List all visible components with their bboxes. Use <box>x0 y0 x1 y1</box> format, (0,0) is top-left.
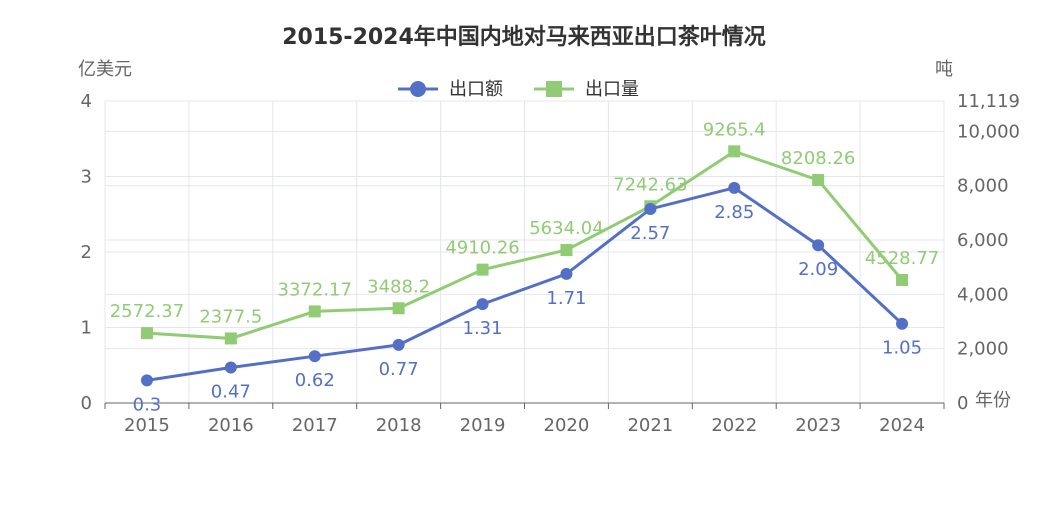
amount-point[interactable] <box>896 317 909 330</box>
right-tick-label: 8,000 <box>957 176 1009 197</box>
x-tick-label: 2018 <box>376 415 422 436</box>
legend-item-volume[interactable]: 出口量 <box>534 79 639 100</box>
amount-point[interactable] <box>308 350 321 363</box>
amount-line <box>146 186 904 382</box>
amount-data-label: 0.3 <box>133 394 162 415</box>
amount-point[interactable] <box>560 267 573 280</box>
right-tick-label: 0 <box>957 393 968 414</box>
right-axis-ticks: 0 2,000 4,000 6,000 8,000 10,000 11,119 <box>957 91 1020 414</box>
right-tick-label: 11,119 <box>957 91 1020 112</box>
volume-point[interactable] <box>896 273 909 286</box>
left-tick-label: 3 <box>81 167 92 188</box>
volume-point[interactable] <box>308 305 321 318</box>
x-axis-ticks: 2015 2016 2017 2018 2019 2020 2021 2022 2023 2024 <box>124 415 925 436</box>
amount-data-label: 0.47 <box>211 382 251 403</box>
x-tick-label: 2023 <box>795 415 841 436</box>
volume-data-label: 8208.26 <box>781 148 855 169</box>
legend-item-amount[interactable]: 出口额 <box>398 79 503 100</box>
legend: 出口额 出口量 <box>398 79 639 100</box>
volume-point[interactable] <box>476 263 489 276</box>
left-axis-name: 亿美元 <box>78 59 132 80</box>
volume-data-label: 3488.2 <box>367 276 430 297</box>
left-axis-ticks: 0 1 2 3 4 <box>81 91 92 414</box>
amount-point[interactable] <box>644 202 657 215</box>
left-tick-label: 2 <box>81 242 92 263</box>
volume-point[interactable] <box>812 174 825 187</box>
volume-line <box>146 149 904 340</box>
amount-point[interactable] <box>728 181 741 194</box>
x-tick-label: 2024 <box>879 415 925 436</box>
chart-title: 2015-2024年中国内地对马来西亚出口茶叶情况 <box>282 24 766 50</box>
volume-data-label: 4528.77 <box>865 248 939 269</box>
amount-data-label: 0.77 <box>379 359 419 380</box>
amount-data-label: 1.31 <box>463 318 503 339</box>
left-tick-label: 1 <box>81 318 92 339</box>
right-tick-label: 10,000 <box>957 121 1020 142</box>
amount-data-label: 0.62 <box>295 370 335 391</box>
volume-point[interactable] <box>140 327 153 340</box>
amount-point[interactable] <box>392 338 405 351</box>
volume-point[interactable] <box>224 332 237 345</box>
left-tick-label: 0 <box>81 393 92 414</box>
right-axis-name: 吨 <box>935 59 953 80</box>
amount-point[interactable] <box>140 374 153 387</box>
amount-point[interactable] <box>476 298 489 311</box>
volume-point[interactable] <box>392 302 405 315</box>
horizontal-gridlines <box>105 100 944 350</box>
x-tick-label: 2015 <box>124 415 170 436</box>
amount-data-label: 1.05 <box>882 338 922 359</box>
amount-point[interactable] <box>224 361 237 374</box>
volume-data-label: 7242.63 <box>613 174 687 195</box>
legend-volume-marker <box>546 81 562 97</box>
x-tick-label: 2016 <box>208 415 254 436</box>
legend-amount-label: 出口额 <box>449 79 503 100</box>
x-tick-label: 2020 <box>544 415 590 436</box>
amount-point[interactable] <box>812 239 825 252</box>
volume-data-label: 9265.4 <box>703 119 766 140</box>
x-tick-label: 2022 <box>711 415 757 436</box>
amount-data-label: 2.57 <box>630 223 670 244</box>
x-axis-name: 年份 <box>975 390 1011 411</box>
right-tick-label: 2,000 <box>957 339 1009 360</box>
volume-data-label: 5634.04 <box>529 218 603 239</box>
legend-volume-label: 出口量 <box>585 79 639 100</box>
volume-point[interactable] <box>728 145 741 158</box>
right-tick-label: 6,000 <box>957 230 1009 251</box>
series-amount: 0.3 0.47 0.62 0.77 1.31 1.71 2.57 2.85 2.09 1.05 <box>133 181 922 415</box>
legend-amount-marker <box>410 81 426 97</box>
x-tick-label: 2017 <box>292 415 338 436</box>
amount-data-label: 2.09 <box>798 259 838 280</box>
volume-data-label: 4910.26 <box>445 238 519 259</box>
x-tick-label: 2019 <box>460 415 506 436</box>
volume-point[interactable] <box>560 243 573 256</box>
amount-data-label: 1.71 <box>546 288 586 309</box>
volume-data-label: 3372.17 <box>278 279 352 300</box>
left-tick-label: 4 <box>81 91 92 112</box>
series-volume: 2572.37 2377.5 3372.17 3488.2 4910.26 5634.04… <box>110 119 939 345</box>
volume-data-label: 2572.37 <box>110 301 184 322</box>
volume-data-label: 2377.5 <box>199 306 262 327</box>
amount-data-label: 2.85 <box>714 202 754 223</box>
x-tick-label: 2021 <box>627 415 673 436</box>
right-tick-label: 4,000 <box>957 284 1009 305</box>
